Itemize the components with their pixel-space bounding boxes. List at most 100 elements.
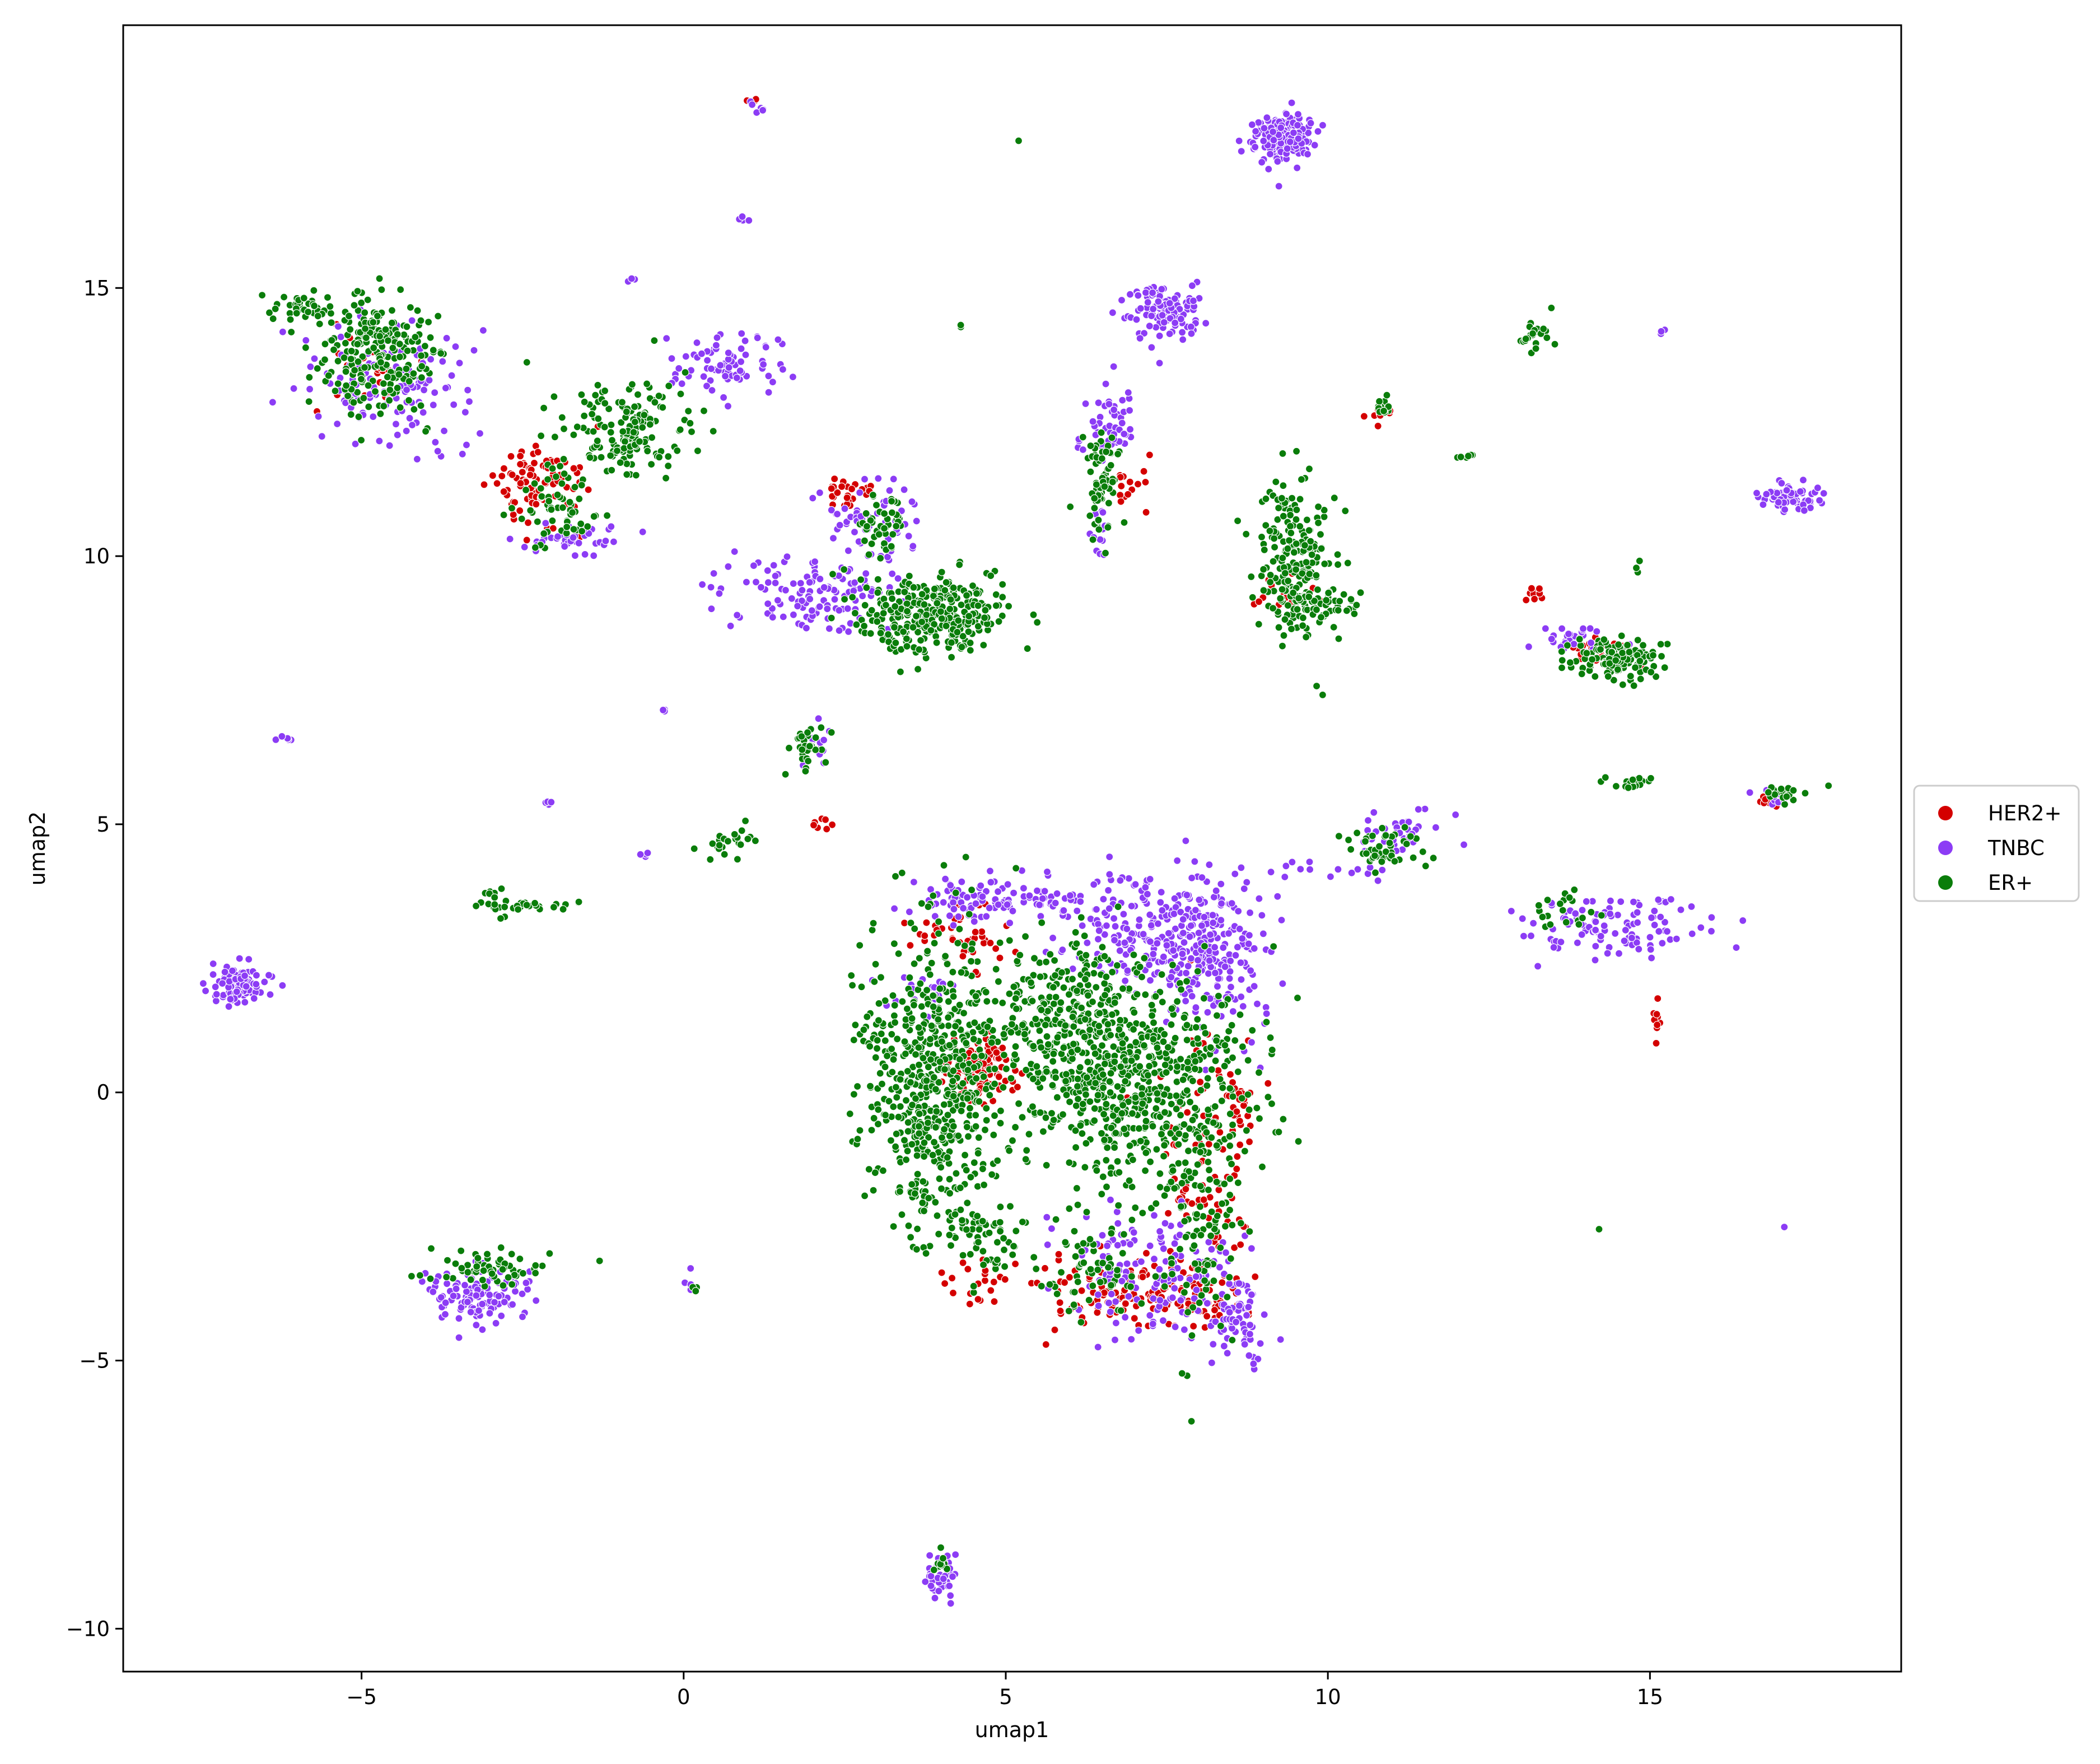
data-point-er [866, 1042, 874, 1051]
data-point-er [1211, 1057, 1220, 1065]
data-point-tnbc [1252, 127, 1260, 136]
data-point-er [955, 561, 964, 569]
data-point-er [1106, 1031, 1115, 1039]
data-point-er [1131, 1203, 1140, 1212]
data-point-tnbc [1211, 943, 1219, 951]
data-point-tnbc [268, 398, 277, 407]
data-point-er [1049, 1057, 1057, 1066]
data-point-er [877, 1030, 885, 1038]
data-point-tnbc [492, 1319, 500, 1327]
data-point-er [1082, 1208, 1091, 1216]
data-point-er [1008, 1136, 1017, 1145]
data-point-er [1061, 1021, 1070, 1030]
data-point-er [1268, 1046, 1276, 1054]
data-point-tnbc [455, 359, 464, 367]
data-point-tnbc [1209, 918, 1217, 927]
data-point-er [958, 1216, 967, 1225]
data-point-er [1150, 1068, 1159, 1077]
data-point-er [944, 1013, 953, 1022]
data-point-tnbc [1547, 634, 1556, 643]
data-point-tnbc [1136, 334, 1144, 343]
data-point-er [862, 522, 871, 531]
data-point-tnbc [1123, 1259, 1131, 1268]
data-point-tnbc [1169, 946, 1178, 955]
data-point-tnbc [843, 604, 852, 613]
data-point-er [915, 645, 923, 654]
data-point-er [1110, 998, 1119, 1007]
data-point-tnbc [1663, 927, 1672, 936]
data-point-tnbc [762, 343, 770, 352]
data-point-tnbc [523, 1285, 532, 1294]
data-point-tnbc [1250, 944, 1258, 953]
data-point-er [1197, 1291, 1206, 1300]
data-point-tnbc [1208, 911, 1217, 920]
data-point-er [850, 1090, 858, 1099]
data-point-er [922, 610, 931, 619]
data-point-tnbc [226, 995, 235, 1004]
data-point-tnbc [1033, 886, 1042, 895]
data-point-tnbc [909, 542, 917, 550]
data-point-er [1121, 1077, 1130, 1086]
data-point-er [1220, 1180, 1229, 1188]
data-point-er [1175, 1130, 1183, 1138]
data-point-tnbc [1213, 982, 1222, 991]
data-point-er [965, 910, 973, 918]
data-point-tnbc [1232, 1318, 1240, 1326]
data-point-tnbc [1106, 1196, 1115, 1204]
data-point-er [867, 539, 876, 548]
data-point-er [1184, 1065, 1192, 1073]
data-point-tnbc [764, 599, 772, 608]
data-point-tnbc [1650, 921, 1659, 929]
data-point-tnbc [1188, 874, 1196, 882]
data-point-tnbc [1294, 134, 1303, 143]
data-point-her2 [1077, 1286, 1086, 1295]
data-point-her2 [493, 479, 501, 488]
data-point-er [1098, 1259, 1107, 1267]
data-point-er [1049, 1116, 1058, 1124]
data-point-her2 [508, 470, 516, 479]
data-point-er [949, 1067, 958, 1075]
data-point-tnbc [1314, 127, 1322, 136]
data-point-tnbc [460, 1281, 469, 1289]
data-point-er [909, 623, 917, 632]
data-point-tnbc [225, 1002, 233, 1011]
data-point-tnbc [1707, 913, 1716, 922]
data-point-er [985, 1229, 993, 1237]
data-point-er [866, 629, 875, 638]
data-point-er [1226, 1191, 1234, 1199]
data-point-tnbc [1191, 857, 1199, 866]
data-point-her2 [1210, 1306, 1219, 1314]
data-point-her2 [1133, 480, 1142, 488]
data-point-her2 [516, 460, 525, 469]
data-point-tnbc [433, 447, 442, 455]
data-point-tnbc [1586, 624, 1594, 633]
data-point-er [1073, 1082, 1082, 1091]
data-point-er [1109, 1042, 1118, 1051]
data-point-er [960, 941, 969, 950]
data-point-er [957, 968, 965, 977]
data-point-her2 [1164, 1209, 1173, 1217]
data-point-tnbc [771, 578, 780, 587]
data-point-er [1136, 1137, 1145, 1145]
data-point-er [1085, 1296, 1093, 1304]
data-point-er [1211, 1102, 1219, 1111]
data-point-tnbc [1173, 856, 1182, 865]
data-point-er [906, 1233, 915, 1242]
data-point-tnbc [1246, 1321, 1254, 1329]
data-point-er [1238, 1043, 1247, 1051]
data-point-tnbc [752, 578, 760, 586]
data-point-er [1142, 1117, 1150, 1126]
data-point-er [1065, 1098, 1074, 1106]
data-point-tnbc [1066, 892, 1075, 900]
data-point-er [906, 973, 914, 982]
data-point-er [900, 1136, 909, 1145]
data-point-er [1156, 1183, 1164, 1192]
data-point-tnbc [764, 578, 773, 587]
data-point-tnbc [1165, 299, 1174, 307]
data-point-er [1032, 1015, 1040, 1023]
data-point-tnbc [607, 522, 615, 531]
data-point-er [1203, 1261, 1212, 1269]
data-point-er [1119, 1101, 1127, 1109]
data-point-tnbc [1253, 1000, 1262, 1008]
data-point-er [1037, 1006, 1046, 1014]
